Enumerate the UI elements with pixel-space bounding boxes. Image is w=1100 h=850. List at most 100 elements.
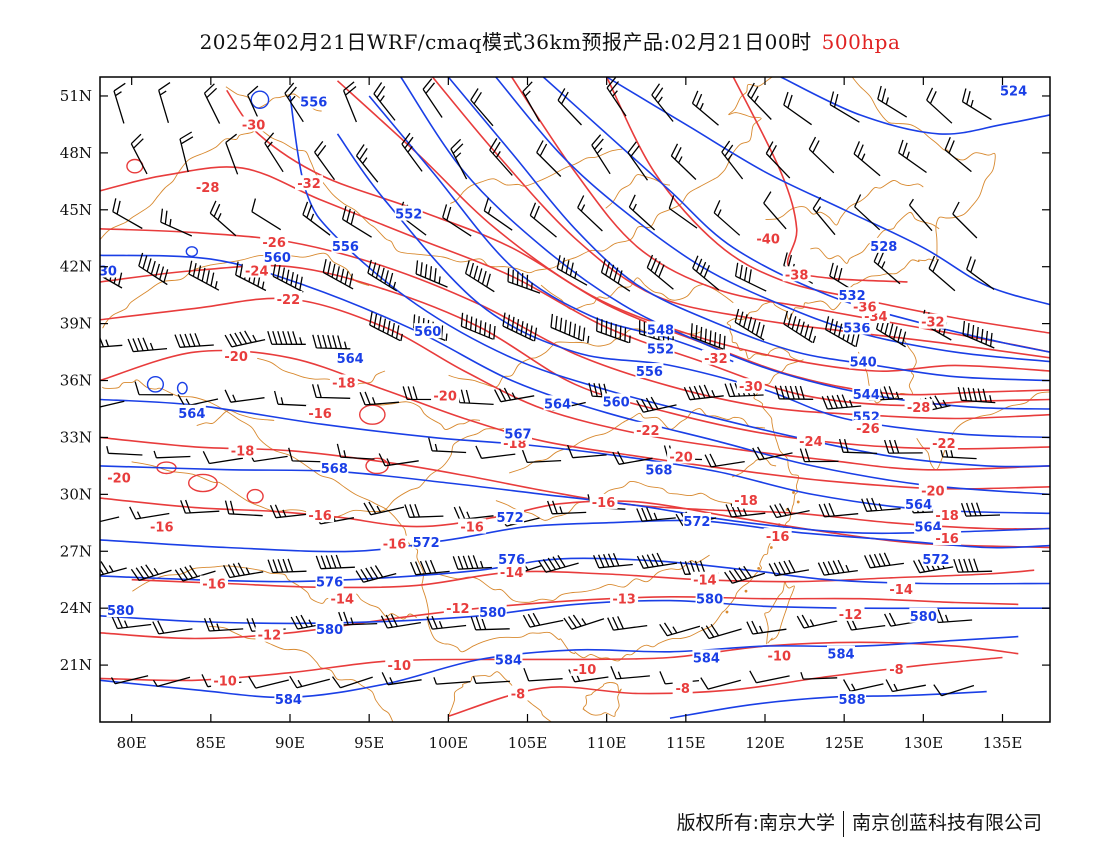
contour-label-bg <box>853 419 882 435</box>
wind-barb <box>853 141 881 177</box>
wind-barb <box>100 400 125 408</box>
boundary-line <box>495 480 750 521</box>
wind-barb <box>112 198 143 230</box>
temperature-label: -14 <box>889 583 913 598</box>
temperature-label: -14 <box>500 566 524 581</box>
temperature-label: -18 <box>231 445 255 460</box>
wind-barb <box>566 444 607 459</box>
geopotential-label: 528 <box>870 240 897 255</box>
wind-barb <box>460 312 496 340</box>
wind-barb <box>962 321 995 349</box>
lon-tick-label: 100E <box>429 734 469 752</box>
temperature-label: -22 <box>932 437 956 452</box>
temperature-label: -16 <box>460 521 484 536</box>
wind-barb <box>961 88 992 121</box>
geopotential-label: 580 <box>910 610 937 625</box>
contour-label-bg <box>299 93 328 109</box>
wind-barb <box>747 82 772 120</box>
wind-barb <box>659 622 701 637</box>
temperature-contour <box>431 77 1050 359</box>
wind-barb <box>725 503 766 518</box>
geopotential-label: 584 <box>827 648 854 663</box>
contour-label-bg <box>295 175 323 191</box>
geopotential-cell <box>250 90 270 110</box>
geopotential-label: 568 <box>645 464 672 479</box>
lat-tick-label: 36N <box>60 372 92 390</box>
wind-barb <box>854 194 881 231</box>
contour-label-bg <box>782 266 811 282</box>
wind-barb <box>130 564 172 582</box>
temperature-contours <box>100 77 1050 718</box>
temperature-cell <box>187 473 218 493</box>
contour-label-bg <box>886 660 907 676</box>
wind-barb <box>483 197 513 231</box>
geopotential-label: 544 <box>853 388 880 403</box>
wind-barb <box>272 262 304 293</box>
geopotential-label: 560 <box>264 251 291 266</box>
wind-barb <box>636 552 678 569</box>
map-title: 2025年02月21日WRF/cmaq模式36km预报产品:02月21日00时 5… <box>0 26 1100 55</box>
wind-barb <box>203 617 244 632</box>
wind-barb <box>355 144 379 183</box>
geopotential-contour <box>100 398 1050 515</box>
temperature-label: -32 <box>297 177 321 192</box>
geopotential-label: 584 <box>693 652 720 667</box>
temperature-label: -13 <box>612 593 636 608</box>
wind-barb <box>312 334 351 350</box>
lat-tick-label: 42N <box>60 258 92 276</box>
contour-label-bg <box>263 249 292 265</box>
wind-barb <box>596 317 631 344</box>
wind-barb <box>110 675 149 685</box>
wind-barb <box>538 555 579 573</box>
contour-label-bg <box>852 385 881 401</box>
contour-label-bg <box>497 550 526 566</box>
contour-label-bg <box>106 602 135 618</box>
temperature-label: -30 <box>739 380 763 395</box>
wind-barb <box>402 386 442 401</box>
contour-label-bg <box>306 404 335 420</box>
geopotential-contour <box>669 690 987 719</box>
geopotential-cell <box>176 381 188 395</box>
island-dot <box>757 566 761 570</box>
island-dot <box>769 546 773 549</box>
wind-barb <box>799 448 839 463</box>
temperature-label: -40 <box>756 232 780 247</box>
temperature-label: -16 <box>308 407 332 422</box>
temperature-contour <box>100 436 1050 530</box>
geopotential-label: 567 <box>504 428 531 443</box>
lon-tick-label: 125E <box>824 734 864 752</box>
wind-barb <box>746 620 787 635</box>
wind-barb <box>188 260 220 291</box>
wind-barb <box>752 446 793 461</box>
wind-barb <box>783 91 812 126</box>
geopotential-label: 576 <box>498 553 525 568</box>
title-level: 500hpa <box>821 30 901 54</box>
lon-tick-label: 130E <box>904 734 944 752</box>
wind-barb <box>522 612 564 628</box>
wind-barb <box>134 381 174 396</box>
wind-barb <box>359 391 400 406</box>
island-dot <box>792 491 795 494</box>
contour-label-bg <box>413 323 442 339</box>
temperature-label: -8 <box>675 682 689 697</box>
wind-barb <box>338 611 378 626</box>
temperature-label: -12 <box>258 629 282 644</box>
temperature-label: -20 <box>433 390 457 405</box>
boundary-line <box>435 554 710 603</box>
wind-barb <box>628 194 656 231</box>
wind-barb <box>700 623 742 640</box>
island-dot <box>744 589 748 593</box>
wind-barb <box>152 620 193 635</box>
temperature-label: -10 <box>768 650 792 665</box>
wind-barb <box>363 501 405 516</box>
temperature-contour <box>511 77 1050 353</box>
wind-barb <box>409 559 450 576</box>
wind-barb <box>381 672 422 686</box>
geopotential-label: 572 <box>683 515 710 530</box>
contour-label-bg <box>838 691 867 707</box>
wind-barb <box>591 134 611 175</box>
wind-barb <box>225 133 239 175</box>
wind-barb <box>523 667 563 682</box>
wind-barb <box>378 453 419 467</box>
boundary-line <box>132 565 417 620</box>
